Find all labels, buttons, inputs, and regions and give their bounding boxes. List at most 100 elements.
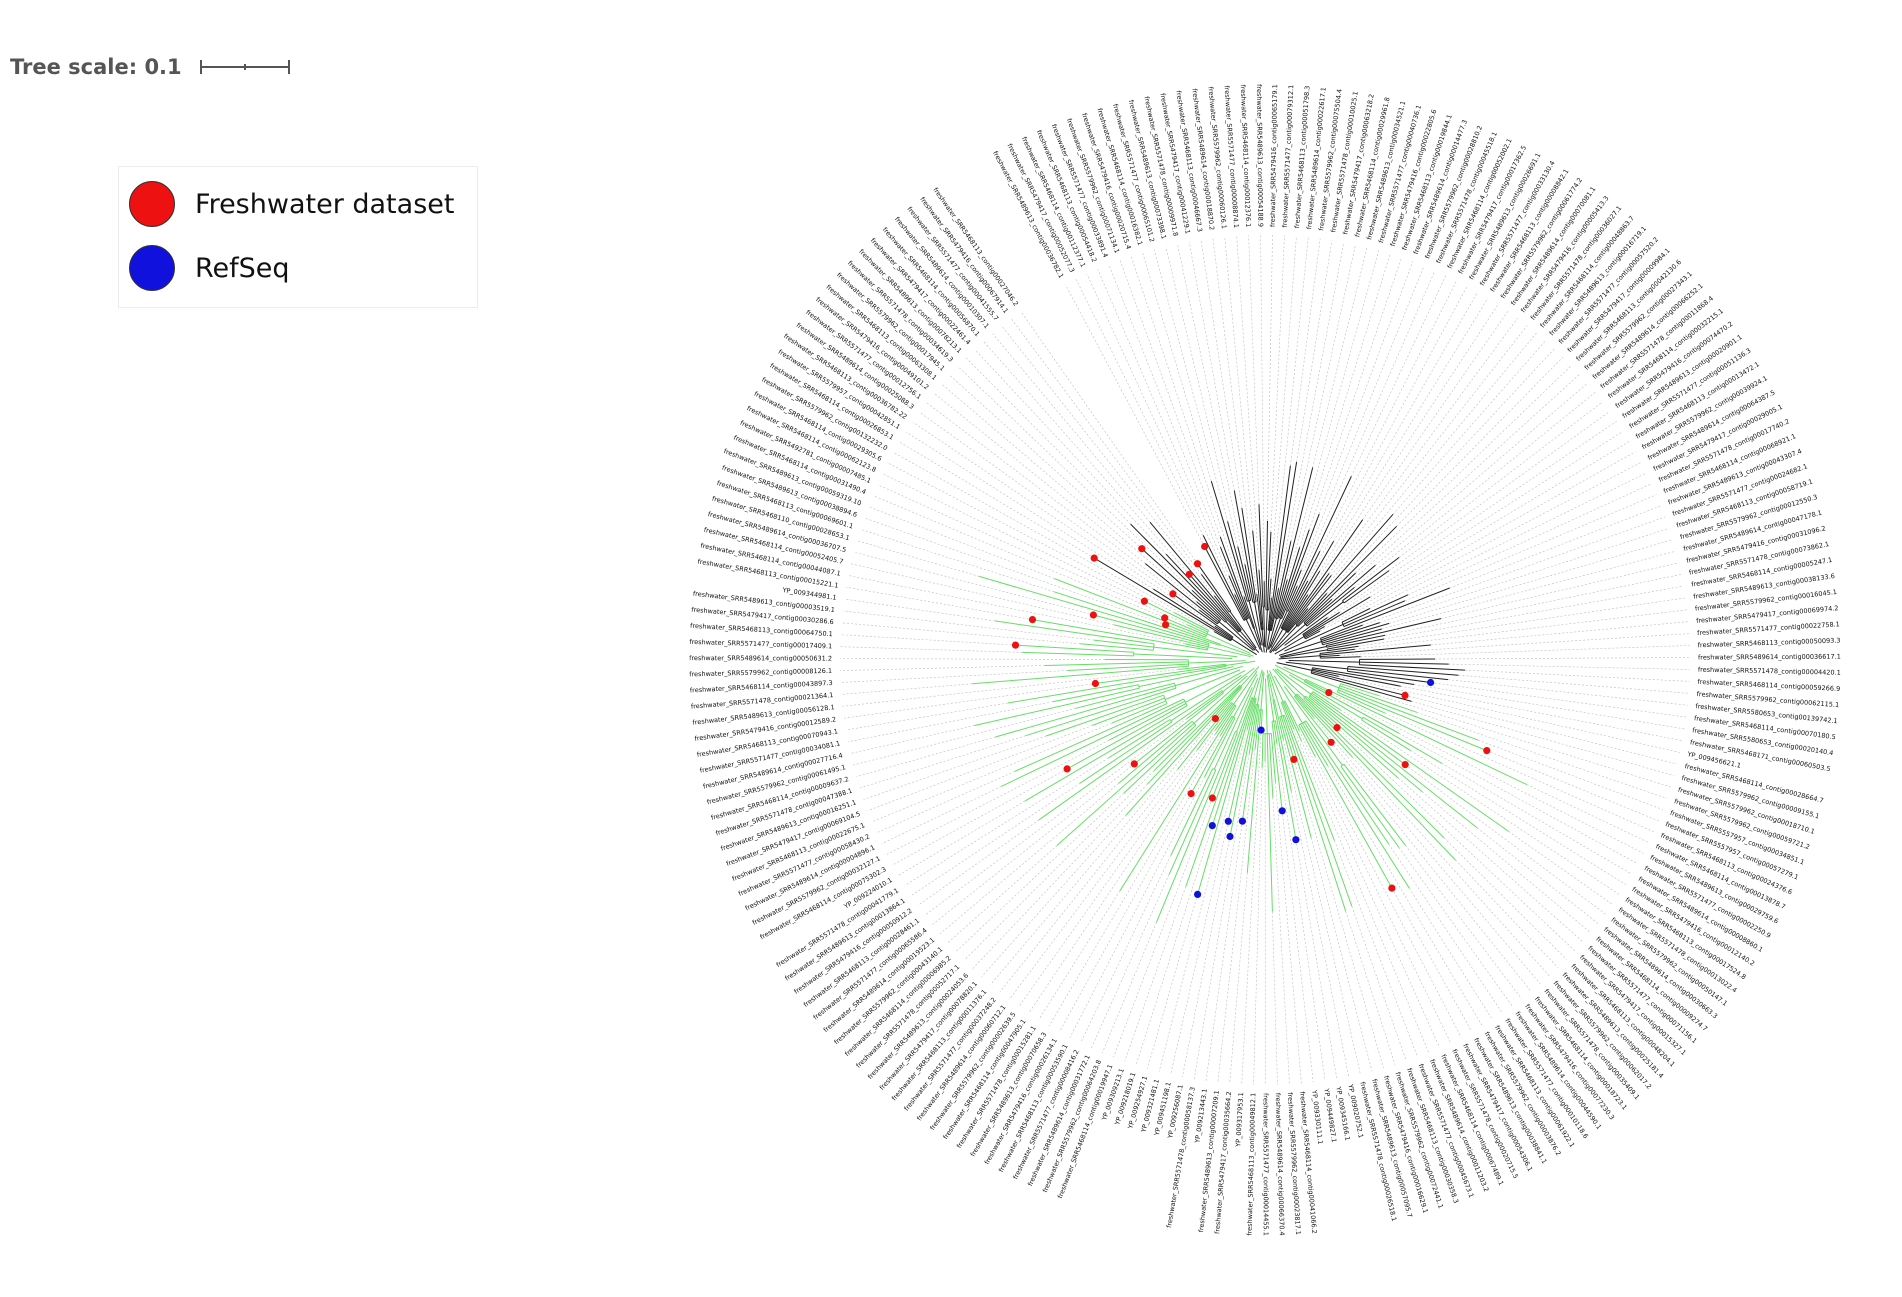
guide-line <box>1065 284 1205 547</box>
guide-line <box>1069 776 1205 1038</box>
guide-line <box>1291 791 1349 1077</box>
guide-line <box>860 529 1055 593</box>
guide-line <box>1430 621 1689 646</box>
clade-stem <box>1285 661 1348 670</box>
clade-stem <box>1213 687 1253 770</box>
guide-line <box>1319 280 1457 552</box>
clade-stem <box>1274 623 1306 652</box>
terminal-branch <box>1075 682 1175 709</box>
terminal-branch <box>1274 720 1297 840</box>
legend-swatch-freshwater <box>129 181 175 227</box>
clade-stem <box>1260 672 1265 710</box>
guide-line <box>1388 411 1610 571</box>
terminal-branch <box>1185 697 1253 887</box>
guide-line <box>1388 843 1503 1013</box>
guide-line <box>1319 461 1642 632</box>
guide-line <box>1075 279 1204 536</box>
terminal-branch <box>1191 589 1226 623</box>
guide-line <box>877 484 1188 626</box>
terminal-branch <box>1272 699 1292 792</box>
clade-stem <box>1274 636 1305 655</box>
terminal-branch <box>1266 733 1273 912</box>
guide-line <box>1434 657 1691 660</box>
terminal-branch <box>1014 703 1168 772</box>
clade-stem <box>1269 670 1284 702</box>
terminal-branch <box>1246 709 1262 873</box>
terminal-branch <box>1032 619 1208 651</box>
guide-line <box>1011 318 1202 575</box>
clade-stem <box>1245 619 1261 651</box>
guide-line <box>1404 494 1657 602</box>
guide-line <box>1362 516 1666 626</box>
terminal-branch <box>1281 569 1302 619</box>
terminal-branch <box>1302 617 1328 635</box>
guide-line <box>892 768 1068 866</box>
guide-line <box>906 431 1154 590</box>
terminal-branch <box>1295 695 1315 718</box>
guide-line <box>845 702 1008 731</box>
clade-stem <box>1289 674 1363 720</box>
guide-line <box>1384 712 1654 833</box>
terminal-branch <box>1269 461 1298 631</box>
guide-line <box>1360 645 1690 658</box>
terminal-branch <box>1279 716 1312 838</box>
terminal-branch <box>1326 634 1386 648</box>
guide-line <box>1410 750 1626 885</box>
terminal-branch <box>995 685 1176 738</box>
terminal-branch <box>1271 721 1283 811</box>
guide-line <box>1108 264 1221 548</box>
terminal-branch <box>1204 717 1236 778</box>
guide-line <box>917 819 1040 906</box>
guide-line <box>1352 757 1550 977</box>
clade-stem <box>1225 621 1256 651</box>
terminal-branch <box>1241 508 1257 602</box>
guide-line <box>1397 777 1584 943</box>
legend-label-refseq: RefSeq <box>195 252 290 284</box>
guide-line <box>888 462 1175 613</box>
guide-line <box>1330 742 1532 992</box>
terminal-branch <box>1261 733 1264 768</box>
terminal-branch <box>1312 667 1415 685</box>
guide-line <box>1299 253 1391 548</box>
terminal-branch <box>1153 588 1233 640</box>
guide-line <box>1131 256 1245 597</box>
leaf-label: freshwater_SRR5479416_contig00065179.1 <box>1269 84 1280 227</box>
freshwater-marker <box>1028 616 1037 624</box>
guide-line <box>850 563 1115 626</box>
guide-line <box>924 718 1188 916</box>
terminal-branch <box>1268 733 1274 798</box>
terminal-branch <box>1280 716 1295 760</box>
leaf-labels: freshwater_SRR5489613_contig00036782.1fr… <box>689 84 1841 1236</box>
guide-line <box>1331 374 1580 600</box>
clade-stem <box>1280 649 1328 658</box>
guide-line <box>1362 311 1509 520</box>
guide-line <box>1097 269 1230 576</box>
terminal-branch <box>1303 572 1356 623</box>
terminal-branch <box>1080 643 1154 651</box>
terminal-branch <box>1287 608 1309 633</box>
freshwater-marker <box>1089 611 1097 619</box>
clade-stem <box>1257 671 1264 705</box>
clade-stem <box>1265 678 1268 734</box>
clade-stem <box>1193 675 1248 724</box>
terminal-branch <box>1172 593 1234 638</box>
clade-stem <box>1272 625 1298 652</box>
terminal-branch <box>1294 696 1332 743</box>
terminal-branch <box>1303 611 1340 636</box>
guide-line <box>1018 729 1216 1007</box>
terminal-branch <box>1281 580 1309 629</box>
terminal-branch <box>1227 698 1257 822</box>
guide-line <box>1319 298 1489 572</box>
leaf-label: YP_009449827.1 <box>1322 1087 1338 1143</box>
leaf-label: freshwater_SRR5468113_contig00049812.1 <box>1246 1093 1258 1236</box>
guide-line <box>1405 845 1522 999</box>
freshwater-marker <box>1401 761 1409 769</box>
terminal-branch <box>1118 720 1193 784</box>
clade-stem <box>1265 630 1271 653</box>
guide-line <box>992 333 1151 523</box>
terminal-branch <box>1359 661 1449 665</box>
terminal-branch <box>1108 719 1171 759</box>
terminal-branch <box>1268 578 1272 611</box>
terminal-branch <box>1342 594 1409 625</box>
legend-item-freshwater: Freshwater dataset <box>129 181 454 227</box>
